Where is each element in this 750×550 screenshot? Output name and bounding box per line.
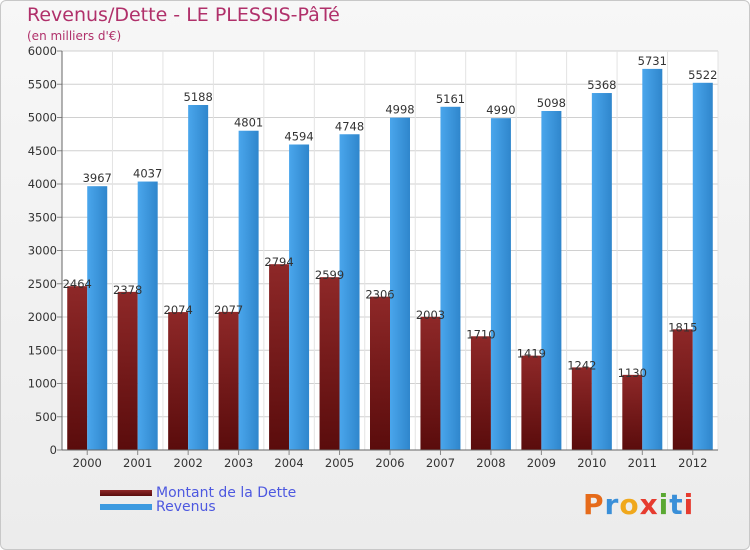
data-label-revenus: 4594 [284, 129, 313, 143]
y-tick-label: 500 [35, 410, 57, 424]
logo-letter: o [619, 488, 640, 521]
data-label-dette: 1710 [466, 327, 495, 341]
bar-revenus [238, 130, 259, 450]
bar-revenus [390, 117, 410, 451]
data-label-dette: 1242 [567, 358, 596, 372]
y-tick-label: 1000 [28, 377, 57, 391]
data-label-dette: 2794 [264, 255, 293, 269]
legend-item-dette: Montant de la Dette [100, 485, 297, 501]
data-label-dette: 2599 [315, 268, 344, 282]
data-label-dette: 1130 [618, 366, 647, 380]
data-label-revenus: 4037 [133, 167, 162, 181]
data-label-dette: 2378 [113, 283, 142, 297]
legend-label-revenus: Revenus [156, 499, 216, 515]
legend-swatch-revenus [100, 504, 152, 510]
bar-dette [571, 367, 592, 450]
bar-dette [218, 311, 239, 450]
legend-item-revenus: Revenus [100, 499, 296, 515]
y-tick-label: 4500 [28, 144, 57, 158]
data-label-revenus: 5098 [537, 96, 566, 110]
bar-dette [319, 277, 340, 450]
x-tick-label: 2012 [678, 456, 707, 470]
logo-letter: x [639, 488, 659, 521]
bar-revenus [87, 186, 108, 450]
x-tick-label: 2004 [274, 456, 303, 470]
data-label-revenus: 3967 [83, 171, 112, 185]
data-label-revenus: 4748 [335, 119, 364, 133]
bar-revenus [137, 181, 158, 451]
logo-letter: i [658, 488, 670, 521]
x-tick-label: 2003 [224, 456, 253, 470]
y-tick-label: 4000 [28, 177, 57, 191]
bar-dette [521, 355, 542, 450]
y-tick-label: 6000 [28, 44, 57, 58]
legend-label-dette: Montant de la Dette [156, 485, 297, 501]
x-tick-label: 2011 [628, 456, 657, 470]
bar-revenus [642, 68, 663, 451]
chart-title: Revenus/Dette - LE PLESSIS-PâTé [27, 4, 340, 26]
data-label-revenus: 4998 [385, 103, 414, 117]
proxiti-logo: Proxiti [583, 488, 694, 521]
bar-revenus [692, 82, 713, 451]
bar-revenus [591, 93, 612, 450]
y-tick-label: 0 [50, 443, 57, 457]
x-tick-label: 2007 [426, 456, 455, 470]
bar-revenus [440, 106, 461, 450]
bar-dette [168, 312, 189, 450]
chart-subtitle: (en milliers d'€) [27, 29, 122, 43]
x-tick-label: 2008 [476, 456, 505, 470]
data-label-dette: 2306 [365, 288, 394, 302]
x-tick-label: 2002 [174, 456, 203, 470]
data-label-revenus: 4990 [486, 103, 515, 117]
bar-revenus [289, 144, 310, 450]
legend-swatch-dette [100, 490, 152, 496]
logo-letter: i [683, 488, 695, 521]
data-label-dette: 2003 [416, 308, 445, 322]
bar-revenus [339, 134, 360, 450]
y-tick-label: 2500 [28, 277, 57, 291]
data-label-revenus: 4801 [234, 116, 263, 130]
y-tick-label: 3500 [28, 210, 57, 224]
y-tick-label: 5500 [28, 77, 57, 91]
data-label-revenus: 5161 [436, 92, 465, 106]
bar-dette [269, 264, 290, 450]
data-label-dette: 2464 [63, 277, 92, 291]
logo-letter: r [604, 488, 620, 521]
x-tick-label: 2000 [73, 456, 102, 470]
bar-dette [67, 286, 88, 450]
x-tick-label: 2010 [577, 456, 606, 470]
bar-revenus [490, 118, 511, 450]
data-label-revenus: 5188 [184, 90, 213, 104]
data-label-revenus: 5522 [688, 68, 717, 82]
y-tick-label: 5000 [28, 111, 57, 125]
bar-dette [622, 374, 643, 450]
bar-dette [470, 336, 491, 450]
logo-letter: P [583, 488, 605, 521]
x-tick-label: 2005 [325, 456, 354, 470]
y-tick-label: 2000 [28, 310, 57, 324]
data-label-dette: 2074 [164, 303, 193, 317]
data-label-dette: 1419 [517, 347, 546, 361]
bar-dette [420, 316, 441, 450]
bar-revenus [541, 110, 562, 450]
bar-dette [117, 291, 138, 450]
logo-letter: t [669, 488, 684, 521]
data-label-dette: 2077 [214, 303, 243, 317]
bar-dette [672, 329, 693, 450]
y-tick-label: 3000 [28, 244, 57, 258]
x-tick-label: 2006 [375, 456, 404, 470]
bar-dette [370, 296, 390, 450]
data-label-dette: 1815 [668, 320, 697, 334]
legend: Montant de la Dette Revenus [100, 485, 297, 515]
x-tick-label: 2009 [527, 456, 556, 470]
data-label-revenus: 5368 [587, 78, 616, 92]
data-label-revenus: 5731 [638, 54, 667, 68]
y-tick-label: 1500 [28, 343, 57, 357]
x-tick-label: 2001 [123, 456, 152, 470]
bar-revenus [188, 104, 209, 451]
